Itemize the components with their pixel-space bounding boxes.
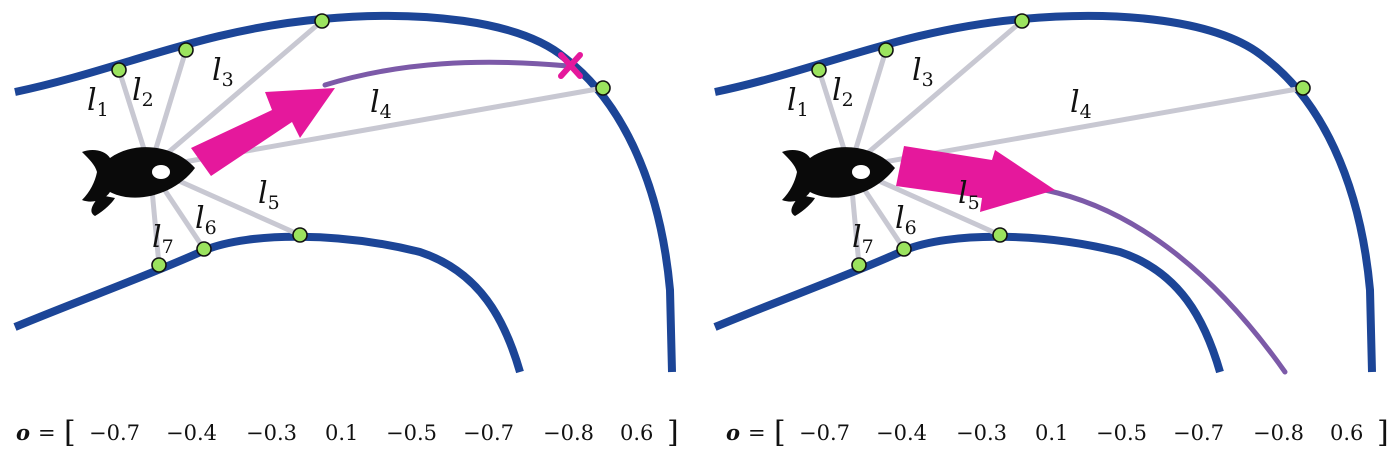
action-arrow (896, 146, 1055, 212)
observation-close-bracket: ] (1377, 415, 1389, 450)
observation-value-3: −0.3 (956, 421, 1007, 445)
sensor-point-6 (196, 241, 212, 257)
observation-value-6: −0.7 (1173, 421, 1224, 445)
sensor-point-2 (878, 42, 894, 58)
trajectory (322, 59, 571, 88)
fish-agent-icon (82, 147, 195, 216)
track-outer-wall (714, 11, 1376, 373)
observation-value-7: −0.8 (543, 421, 594, 445)
observation-value-7: −0.8 (1253, 421, 1304, 445)
panel-right: l1 l2 l3 l4 l5 l6 l7 o = [ −0.7 −0.4 −0.… (700, 0, 1400, 469)
ray-label-1: l1 (87, 83, 109, 121)
observation-vector: o = [ −0.7 −0.4 −0.3 0.1 −0.5 −0.7 −0.8 … (726, 415, 1389, 450)
trajectory (1042, 187, 1288, 375)
observation-symbol: o (726, 420, 740, 445)
ray-3 (847, 18, 1025, 171)
sensor-point-7 (851, 257, 867, 273)
observation-close-bracket: ] (667, 415, 679, 450)
sensor-point-3 (1014, 13, 1030, 29)
observation-value-8: 0.6 (1330, 421, 1363, 445)
observation-value-6: −0.7 (463, 421, 514, 445)
observation-vector: o = [ −0.7 −0.4 −0.3 0.1 −0.5 −0.7 −0.8 … (16, 415, 679, 450)
fish-agent-icon (782, 147, 895, 216)
ray-label-3: l3 (912, 53, 934, 91)
observation-open-bracket: [ (774, 415, 786, 450)
track-outer-wall (14, 11, 676, 373)
ray-label-6: l6 (895, 201, 917, 239)
sensor-rays (816, 18, 1306, 268)
ray-label-4: l4 (370, 85, 392, 123)
observation-open-bracket: [ (64, 415, 76, 450)
action-arrow (191, 88, 335, 176)
observation-value-3: −0.3 (246, 421, 297, 445)
ray-label-1: l1 (787, 83, 809, 121)
sensor-point-1 (111, 62, 127, 78)
sensor-rays (116, 18, 606, 268)
ray-label-4: l4 (1070, 85, 1092, 123)
sensor-points (111, 13, 611, 273)
observation-value-2: −0.4 (876, 421, 927, 445)
observation-value-4: 0.1 (1035, 421, 1068, 445)
sensor-point-5 (992, 227, 1008, 243)
observation-equals: = (748, 421, 766, 445)
ray-labels: l1 l2 l3 l4 l5 l6 l7 (787, 53, 1092, 258)
observation-symbol: o (16, 420, 30, 445)
sensor-point-6 (896, 241, 912, 257)
ray-label-7: l7 (852, 220, 874, 258)
track-inner-wall (713, 232, 1224, 374)
ray-label-5: l5 (958, 176, 980, 214)
ray-3 (147, 18, 325, 171)
sensor-point-2 (178, 42, 194, 58)
sensor-point-7 (151, 257, 167, 273)
sensor-point-4 (595, 80, 611, 96)
observation-value-5: −0.5 (386, 421, 437, 445)
observation-equals: = (38, 421, 56, 445)
ray-labels: l1 l2 l3 l4 l5 l6 l7 (87, 53, 392, 258)
sensor-point-3 (314, 13, 330, 29)
diagram-right: l1 l2 l3 l4 l5 l6 l7 o = [ −0.7 −0.4 −0.… (713, 11, 1389, 450)
observation-value-5: −0.5 (1096, 421, 1147, 445)
ray-label-6: l6 (195, 201, 217, 239)
observation-value-1: −0.7 (89, 421, 140, 445)
observation-value-4: 0.1 (325, 421, 358, 445)
crash-cross-icon (558, 52, 583, 79)
observation-value-1: −0.7 (799, 421, 850, 445)
sensor-point-5 (292, 227, 308, 243)
ray-label-7: l7 (152, 220, 174, 258)
observation-value-8: 0.6 (620, 421, 653, 445)
ray-label-2: l2 (832, 73, 854, 111)
panel-left: l1 l2 l3 l4 l5 l6 l7 o = [ −0.7 −0.4 −0.… (13, 11, 679, 450)
ray-label-2: l2 (132, 73, 154, 111)
observation-value-2: −0.4 (166, 421, 217, 445)
diagram-left: l1 l2 l3 l4 l5 l6 l7 o = [ −0.7 −0.4 −0.… (13, 11, 679, 450)
track-inner-wall (13, 232, 524, 374)
ray-label-3: l3 (212, 53, 234, 91)
sensor-point-1 (811, 62, 827, 78)
sensor-points (811, 13, 1311, 273)
sensor-point-4 (1295, 80, 1311, 96)
ray-label-5: l5 (258, 176, 280, 214)
